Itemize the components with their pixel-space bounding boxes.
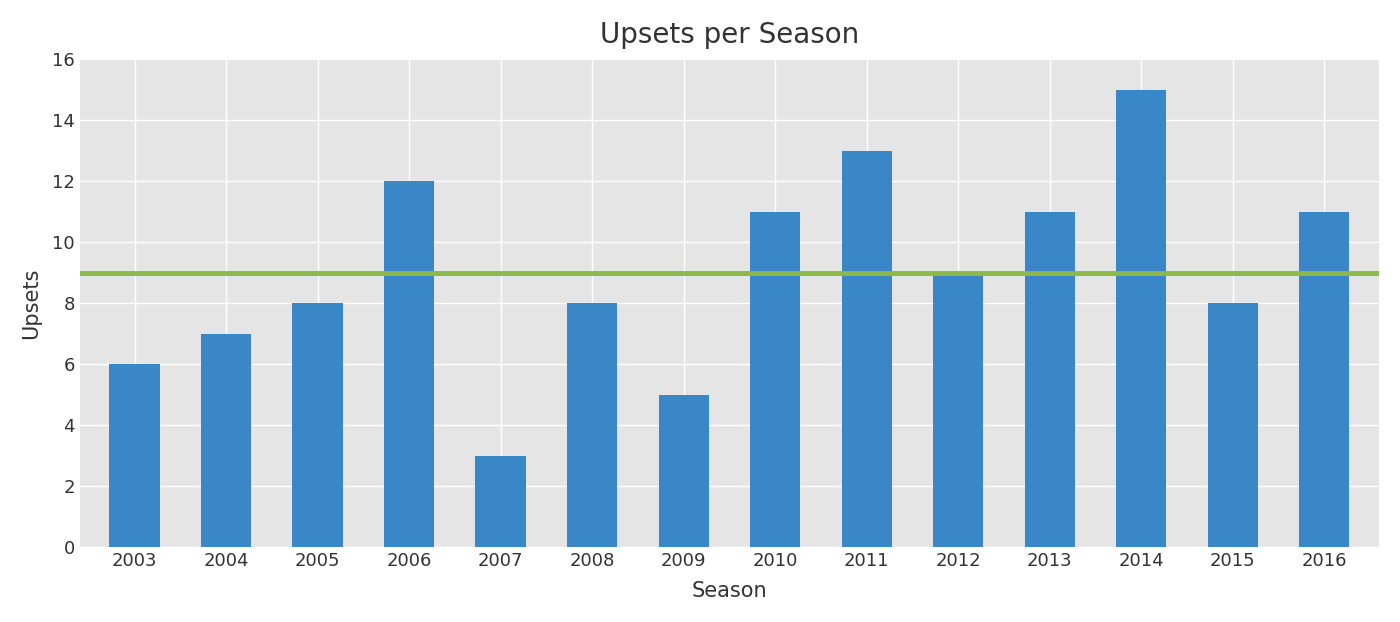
Bar	[1208, 304, 1259, 547]
Bar	[202, 334, 251, 547]
Title: Upsets per Season: Upsets per Season	[599, 21, 860, 49]
Bar	[1116, 90, 1166, 547]
Bar	[750, 212, 801, 547]
Bar	[1299, 212, 1350, 547]
Y-axis label: Upsets: Upsets	[21, 267, 41, 339]
Bar	[293, 304, 343, 547]
Bar	[1025, 212, 1075, 547]
Bar	[384, 182, 434, 547]
Bar	[476, 456, 526, 547]
Bar	[658, 395, 708, 547]
Bar	[932, 273, 983, 547]
X-axis label: Season: Season	[692, 581, 767, 601]
Bar	[841, 151, 892, 547]
Bar	[109, 364, 160, 547]
Bar	[567, 304, 617, 547]
